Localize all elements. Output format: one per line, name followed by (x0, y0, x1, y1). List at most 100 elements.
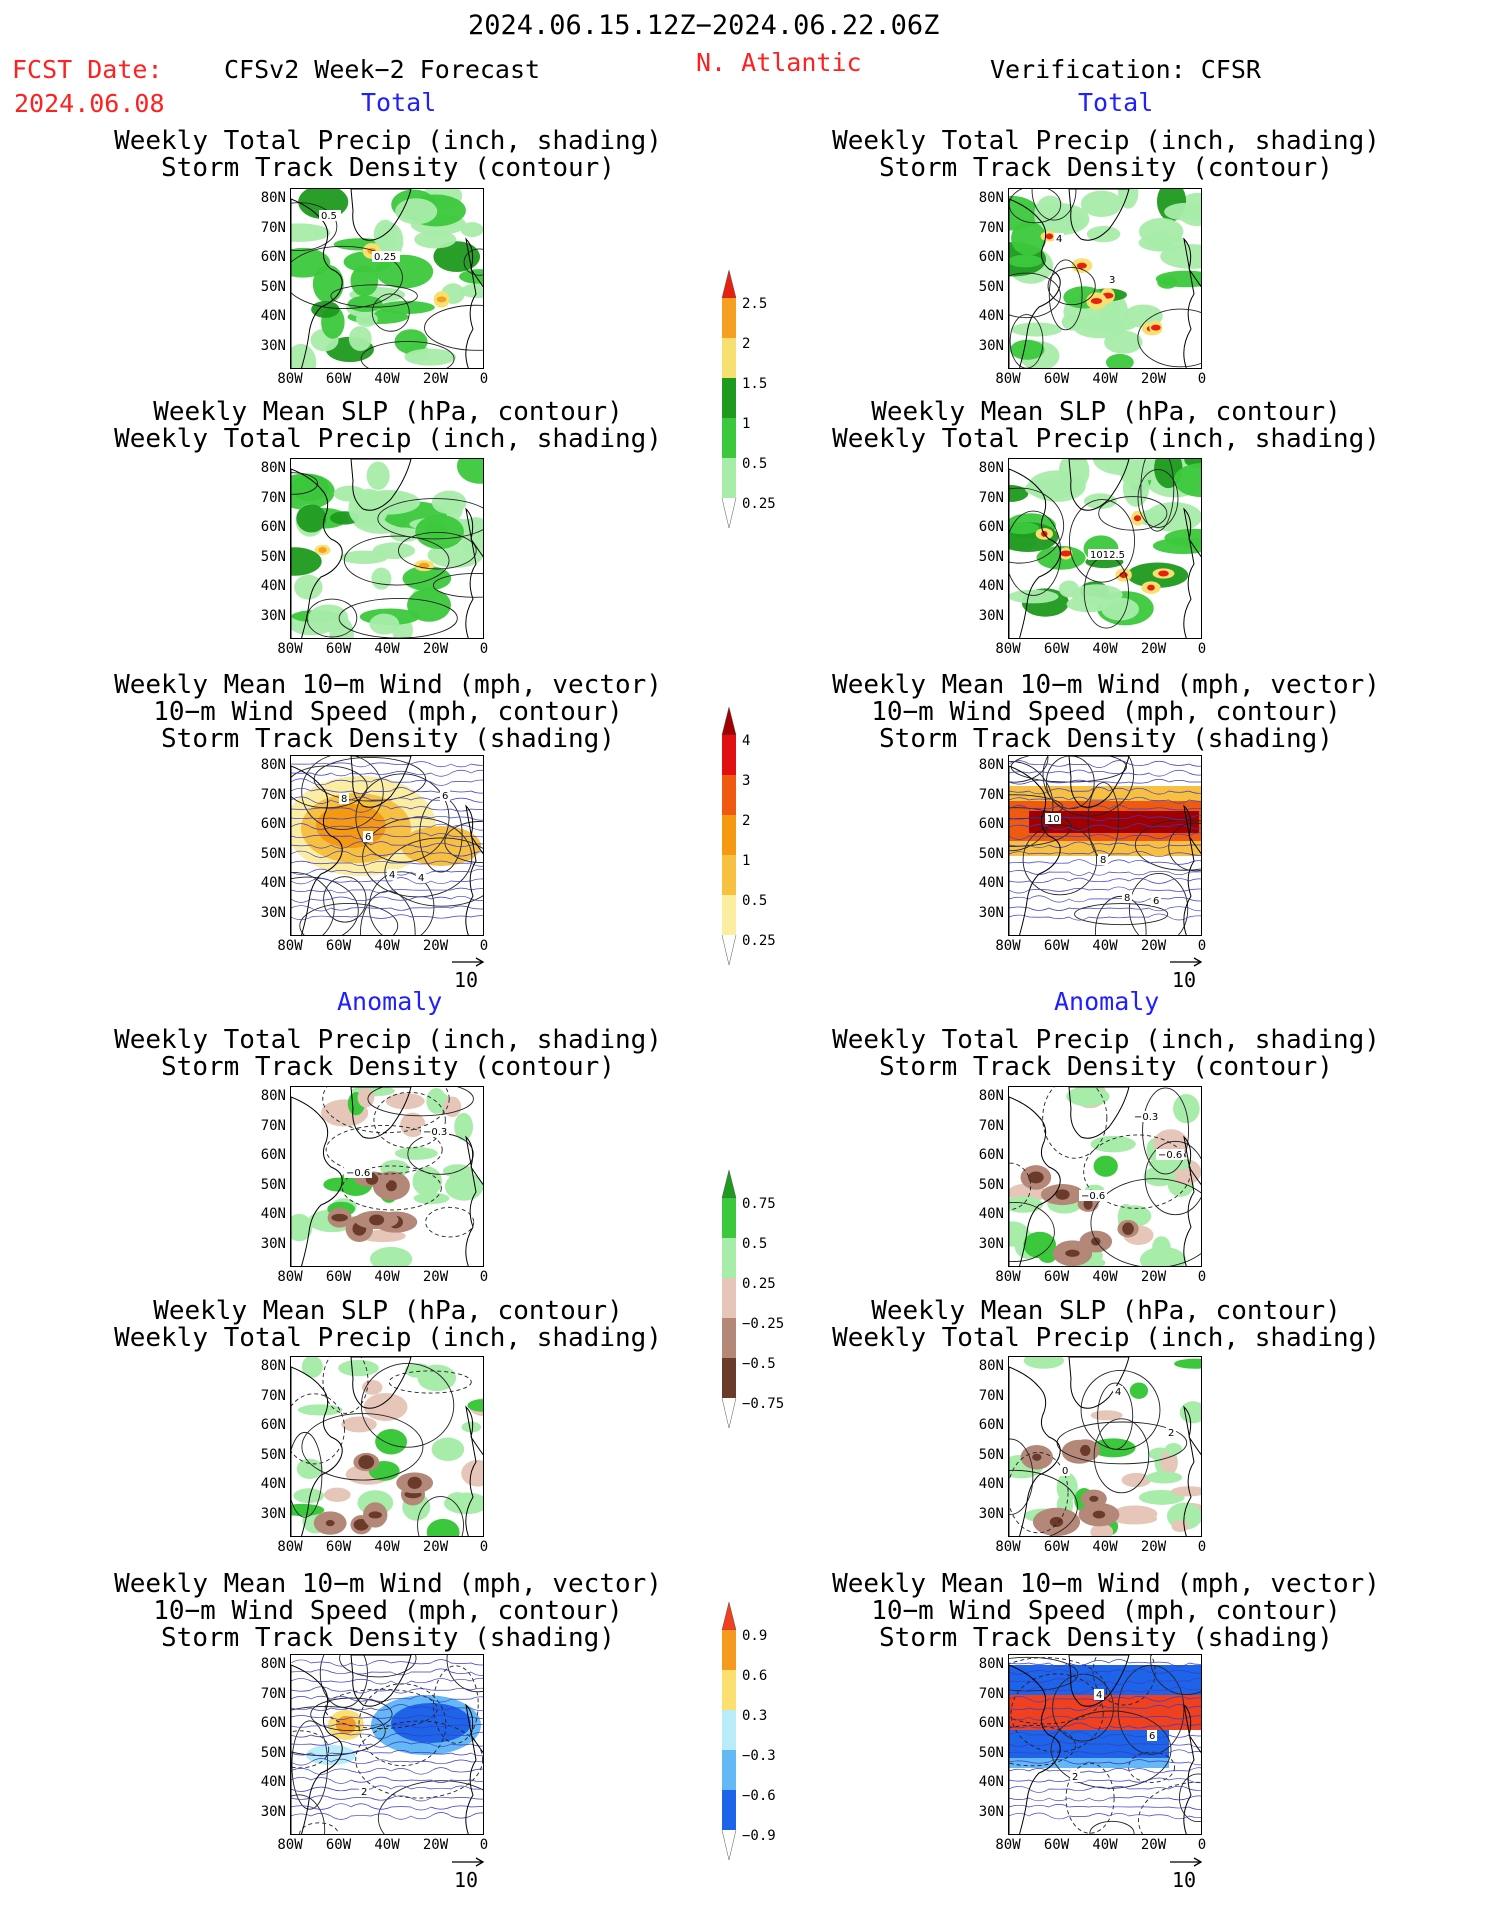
ver-wind-total-map: 8 10 8 6 (1008, 755, 1202, 936)
contour-label: −0.6 (346, 1168, 370, 1179)
lat-tick-label: 30N (260, 1505, 286, 1522)
lon-tick-label: 0 (479, 1269, 489, 1285)
lat-tick-label: 50N (260, 278, 286, 295)
ver-precip-anom-map: −0.6 −0.6 −0.3 (1008, 1086, 1202, 1267)
ver-slp-precip-anom-title: Weekly Mean SLP (hPa, contour) Weekly Tot… (832, 1296, 1380, 1353)
lon-tick-label: 60W (1043, 1269, 1070, 1285)
colorbar-tick-label: 0.25 (742, 1276, 776, 1292)
lon-tick-label: 20W (1140, 1837, 1167, 1853)
colorbar-tick-label: 0.5 (742, 1236, 767, 1252)
colorbar-tick-label: 3 (742, 773, 750, 789)
lat-tick-label: 60N (260, 816, 286, 832)
ver-wind-track-title: Weekly Mean 10−m Wind (mph, vector) 10−m … (832, 670, 1380, 754)
contour-label: 8 (341, 794, 347, 805)
lon-tick-label: 20W (422, 641, 449, 657)
lon-tick-label: 60W (1043, 371, 1070, 387)
lon-tick-label: 40W (374, 641, 400, 657)
lat-tick-label: 50N (978, 1446, 1004, 1463)
lat-tick-label: 60N (260, 1147, 286, 1163)
lat-tick-label: 80N (978, 757, 1004, 773)
lon-tick-label: 60W (1043, 641, 1070, 657)
lon-tick-label: 60W (325, 371, 352, 387)
lon-tick-label: 60W (325, 1837, 352, 1853)
fcst-date-label: FCST Date: (12, 55, 163, 84)
lat-tick-label: 30N (978, 1235, 1004, 1252)
lon-tick-label: 20W (1140, 1539, 1167, 1555)
ver-wind-track-anom-title: Weekly Mean 10−m Wind (mph, vector) 10−m … (832, 1569, 1380, 1653)
lon-tick-label: 80W (995, 1539, 1021, 1555)
lon-tick-label: 20W (422, 371, 449, 387)
fc-slp-precip-anom-title: Weekly Mean SLP (hPa, contour) Weekly Tot… (114, 1296, 662, 1353)
lat-tick-label: 50N (978, 1744, 1004, 1761)
lon-tick-label: 60W (325, 1539, 352, 1555)
lat-tick-label: 70N (978, 786, 1004, 803)
lon-tick-label: 40W (1092, 641, 1118, 657)
lat-tick-label: 60N (978, 249, 1004, 265)
lon-tick-label: 40W (1092, 938, 1118, 954)
fc-precip-anom-map: −0.3 −0.6 (290, 1086, 484, 1267)
region-title: N. Atlantic (696, 48, 862, 77)
lat-tick-label: 50N (978, 548, 1004, 565)
colorbar-tick-label: 1 (742, 853, 750, 869)
lon-tick-label: 20W (422, 1269, 449, 1285)
colorbar-tick-label: 0.5 (742, 893, 767, 909)
colorbar-tick-label: 0.5 (742, 456, 767, 472)
lon-tick-label: 60W (325, 1269, 352, 1285)
lon-tick-label: 20W (1140, 371, 1167, 387)
colorbar-tick-label: 2 (742, 336, 750, 352)
colorbar-tick-label: 0.25 (742, 933, 776, 949)
lat-tick-label: 50N (260, 845, 286, 862)
lat-tick-label: 40N (260, 1774, 286, 1790)
fc-slp-precip-title: Weekly Mean SLP (hPa, contour) Weekly Tot… (114, 397, 662, 454)
colorbar-precip-anom: 0.75 0.5 0.25 −0.25 −0.5 −0.75 (718, 1168, 798, 1462)
colorbar-tick-label: 0.3 (742, 1708, 767, 1724)
contour-label: 1012.5 (1090, 550, 1125, 561)
contour-label: 6 (1149, 1731, 1155, 1742)
lat-tick-label: 30N (260, 607, 286, 624)
lat-tick-label: 60N (260, 519, 286, 535)
fc-precip-total-map: 0.5 0.25 (290, 188, 484, 369)
fc-wind-track-anom-title: Weekly Mean 10−m Wind (mph, vector) 10−m … (114, 1569, 662, 1653)
lat-tick-label: 80N (260, 757, 286, 773)
colorbar-tick-label: 2 (742, 813, 750, 829)
lat-tick-label: 50N (260, 1176, 286, 1193)
lat-tick-label: 40N (978, 1476, 1004, 1492)
lat-tick-label: 40N (260, 1206, 286, 1222)
lon-tick-label: 40W (1092, 1837, 1118, 1853)
ver-slp-total-map: 1012.5 (1008, 458, 1202, 639)
fc-total-heading: Total (361, 88, 437, 117)
colorbar-tick-label: 1.5 (742, 376, 767, 392)
lon-tick-label: 80W (995, 1269, 1021, 1285)
lon-tick-label: 80W (277, 1269, 303, 1285)
lon-tick-label: 20W (422, 1837, 449, 1853)
contour-label: −0.3 (423, 1127, 447, 1138)
lat-tick-label: 30N (978, 904, 1004, 921)
ver-wind-anom-map: 4 6 2 (1008, 1654, 1202, 1835)
lat-tick-label: 30N (260, 1803, 286, 1820)
fc-wind-anom-map: 2 (290, 1654, 484, 1835)
contour-label: 0 (1062, 1466, 1068, 1477)
lon-tick-label: 0 (479, 1837, 489, 1853)
lon-tick-label: 40W (374, 1539, 400, 1555)
lon-tick-label: 40W (1092, 371, 1118, 387)
lat-tick-label: 60N (260, 1715, 286, 1731)
lon-tick-label: 80W (277, 1837, 303, 1853)
contour-label: 8 (1100, 855, 1106, 866)
colorbar-tick-label: 0.25 (742, 496, 776, 512)
fc-wind-total-map: 4 6 6 4 8 (290, 755, 484, 936)
lat-tick-label: 70N (260, 489, 286, 506)
lat-tick-label: 60N (978, 519, 1004, 535)
lon-tick-label: 80W (277, 371, 303, 387)
lon-tick-label: 40W (374, 1269, 400, 1285)
fc-slp-anom-map (290, 1356, 484, 1537)
lat-tick-label: 60N (978, 1147, 1004, 1163)
lat-tick-label: 80N (978, 1656, 1004, 1672)
lat-tick-label: 30N (260, 904, 286, 921)
lat-tick-label: 70N (260, 786, 286, 803)
lat-tick-label: 40N (260, 875, 286, 891)
lat-tick-label: 30N (978, 1803, 1004, 1820)
contour-label: 4 (389, 870, 395, 881)
lat-tick-label: 40N (978, 1206, 1004, 1222)
contour-label: 4 (1056, 234, 1062, 245)
colorbar-tick-label: −0.6 (742, 1788, 776, 1804)
